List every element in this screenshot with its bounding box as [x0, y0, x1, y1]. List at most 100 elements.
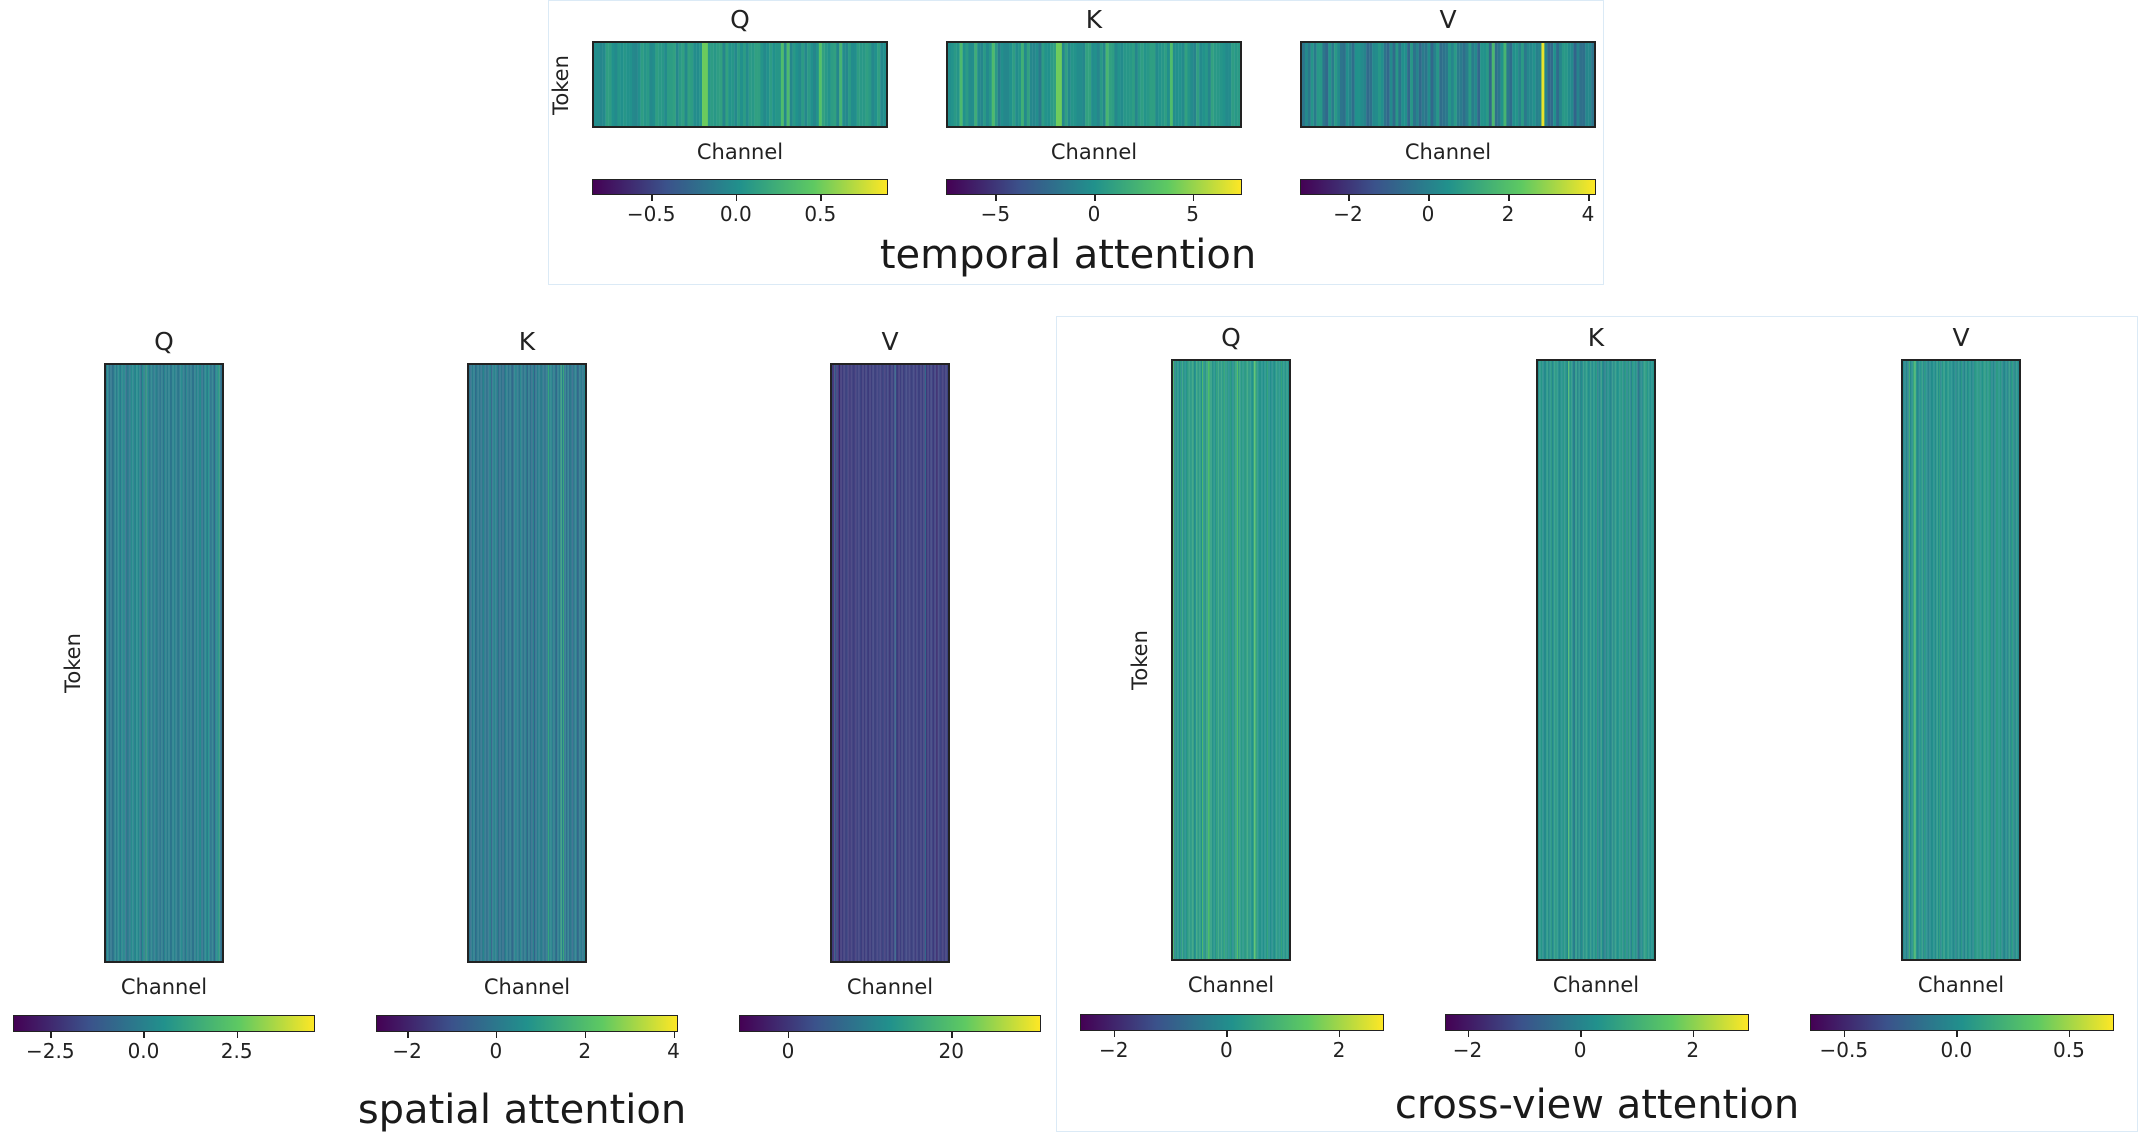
heatmap-cell-column: [772, 43, 776, 126]
heatmap-cell-column: [1585, 43, 1589, 126]
heatmap-cell-column: [886, 365, 888, 961]
heatmap-cell-column: [1395, 43, 1399, 126]
heatmap-cell-column: [1546, 361, 1548, 959]
heatmap-cell-column: [1515, 43, 1519, 126]
heatmap-cell-column: [930, 365, 932, 961]
heatmap-cell-column: [572, 365, 574, 961]
heatmap-cell-column: [941, 365, 943, 961]
heatmap-cell-column: [1240, 361, 1242, 959]
heatmap-cell-column: [175, 365, 177, 961]
cross-view-v-colorbar: [1810, 1014, 2114, 1031]
heatmap-cell-column: [1506, 43, 1510, 126]
temporal-q-colorbar-tick: [651, 195, 653, 201]
heatmap-cell-column: [151, 365, 153, 961]
heatmap-cell-column: [1485, 43, 1490, 126]
heatmap-cell-column: [1556, 43, 1560, 126]
spatial-k-colorbar-tick-label: 4: [667, 1039, 680, 1063]
heatmap-cell-column: [566, 365, 568, 961]
heatmap-cell-column: [1436, 43, 1440, 126]
heatmap-cell-column: [1412, 43, 1417, 126]
heatmap-cell-column: [1073, 43, 1077, 126]
spatial-k-colorbar-tick: [673, 1032, 676, 1038]
heatmap-cell-column: [1921, 361, 1923, 959]
heatmap-cell-column: [1369, 43, 1373, 126]
heatmap-cell-column: [515, 365, 517, 961]
heatmap-cell-column: [837, 365, 840, 961]
heatmap-cell-column: [836, 43, 840, 126]
heatmap-cell-column: [1196, 43, 1200, 126]
heatmap-cell-column: [1582, 361, 1584, 959]
heatmap-cell-column: [1222, 43, 1226, 126]
spatial-q-colorbar-tick-label: 0.0: [127, 1039, 160, 1063]
heatmap-cell-column: [1630, 361, 1633, 959]
heatmap-cell-column: [165, 365, 167, 961]
heatmap-cell-column: [980, 43, 984, 126]
heatmap-cell-column: [1219, 361, 1221, 959]
heatmap-cell-column: [1319, 43, 1323, 126]
heatmap-cell-column: [1389, 43, 1393, 126]
heatmap-cell-column: [135, 365, 137, 961]
heatmap-cell-column: [106, 365, 108, 961]
heatmap-cell-column: [1541, 43, 1545, 126]
heatmap-cell-column: [1554, 361, 1556, 959]
heatmap-cell-column: [594, 43, 598, 126]
heatmap-cell-column: [1433, 43, 1437, 126]
heatmap-cell-column: [1986, 361, 1988, 959]
heatmap-cell-column: [491, 365, 493, 961]
heatmap-cell-column: [539, 365, 541, 961]
heatmap-cell-column: [1249, 361, 1251, 959]
temporal-q-colorbar: [592, 179, 888, 195]
heatmap-cell-column: [874, 43, 878, 126]
heatmap-cell-column: [1608, 361, 1610, 959]
heatmap-cell-column: [485, 365, 487, 961]
heatmap-cell-column: [948, 43, 952, 126]
heatmap-cell-column: [884, 365, 886, 961]
spatial-q-colorbar-tick-label: 2.5: [220, 1039, 253, 1063]
heatmap-cell-column: [737, 43, 741, 126]
heatmap-cell-column: [583, 365, 585, 961]
heatmap-cell-column: [1637, 361, 1639, 959]
heatmap-cell-column: [558, 365, 560, 961]
heatmap-cell-column: [1439, 43, 1443, 126]
heatmap-cell-column: [556, 365, 558, 961]
cross-view-q-colorbar-tick: [1113, 1031, 1116, 1037]
heatmap-cell-column: [1620, 361, 1622, 959]
heatmap-cell-column: [140, 365, 143, 961]
heatmap-cell-column: [681, 43, 685, 126]
cross-view-k-colorbar-tick: [1467, 1031, 1470, 1037]
heatmap-cell-column: [1275, 361, 1277, 959]
heatmap-cell-column: [1263, 361, 1265, 959]
temporal-k-colorbar-tick-label: −5: [980, 202, 1011, 226]
heatmap-cell-column: [553, 365, 555, 961]
heatmap-cell-column: [1920, 361, 1922, 959]
cross-view-v-colorbar-tick: [2068, 1031, 2071, 1037]
heatmap-cell-column: [1521, 43, 1525, 126]
heatmap-cell-column: [871, 365, 873, 961]
heatmap-cell-column: [513, 365, 515, 961]
heatmap-cell-column: [596, 43, 600, 126]
heatmap-cell-column: [121, 365, 123, 961]
heatmap-cell-column: [1474, 43, 1478, 126]
heatmap-cell-column: [1357, 43, 1361, 126]
heatmap-cell-column: [1167, 43, 1171, 126]
heatmap-cell-column: [866, 365, 869, 961]
heatmap-cell-column: [1407, 43, 1411, 126]
heatmap-cell-column: [906, 365, 908, 961]
heatmap-cell-column: [879, 365, 881, 961]
heatmap-cell-column: [1266, 361, 1269, 959]
heatmap-cell-column: [562, 365, 565, 961]
cross-view-v-heatmap-cells: [1903, 361, 2019, 959]
heatmap-cell-column: [1651, 361, 1653, 959]
heatmap-cell-column: [517, 365, 519, 961]
heatmap-cell-column: [944, 365, 946, 961]
heatmap-cell-column: [1945, 361, 1948, 959]
heatmap-cell-column: [1549, 361, 1551, 959]
heatmap-cell-column: [1197, 361, 1199, 959]
heatmap-cell-column: [840, 365, 842, 961]
heatmap-cell-column: [107, 365, 109, 961]
heatmap-cell-column: [1568, 361, 1570, 959]
heatmap-cell-column: [1207, 361, 1210, 959]
heatmap-cell-column: [881, 365, 884, 961]
heatmap-cell-column: [1956, 361, 1958, 959]
heatmap-cell-column: [1538, 43, 1542, 126]
